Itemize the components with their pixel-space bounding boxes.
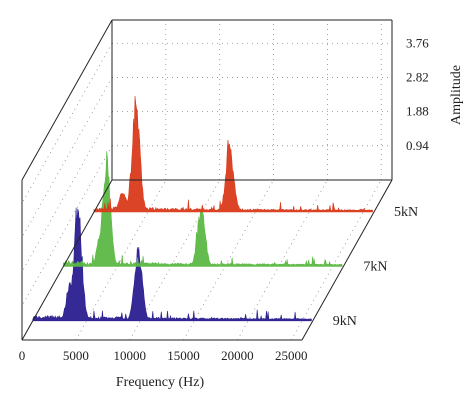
z-tick-label: 1.88 [406,104,429,119]
z-tick-label: 3.76 [406,35,429,50]
spectrum-series [93,95,373,213]
spectrum-series [32,207,312,322]
x-tick-label: 0 [19,348,26,363]
series-label: 9kN [333,314,357,329]
grid-line [21,145,113,307]
z-tick-label: 2.82 [406,69,429,84]
grid-line [290,179,382,341]
z-axis-title: Amplitude [449,65,464,125]
x-axis-title: Frequency (Hz) [116,375,205,390]
chart-series-group [32,95,373,322]
axis-edge [21,179,113,341]
chart-labels: 9kN 7kN 5kN 0 5000 10000 15000 20000 25000 0.94 1.… [19,35,430,363]
spectrum-series [63,151,343,267]
axis-edge [301,179,393,341]
axis-edge [21,19,113,181]
x-tick-label: 10000 [113,348,146,363]
grid-line [75,179,167,341]
x-tick-label: 5000 [63,348,89,363]
series-label: 7kN [363,259,387,274]
chart-frame [21,19,393,341]
z-tick-label: 0.94 [406,138,429,153]
grid-line [21,43,113,204]
x-tick-label: 20000 [221,348,254,363]
x-tick-label: 15000 [167,348,200,363]
grid-line [21,77,113,238]
grid-line [183,179,274,341]
x-tick-label: 25000 [275,348,308,363]
grid-line [21,111,113,272]
grid-line [237,179,328,341]
series-label: 5kN [394,205,418,220]
